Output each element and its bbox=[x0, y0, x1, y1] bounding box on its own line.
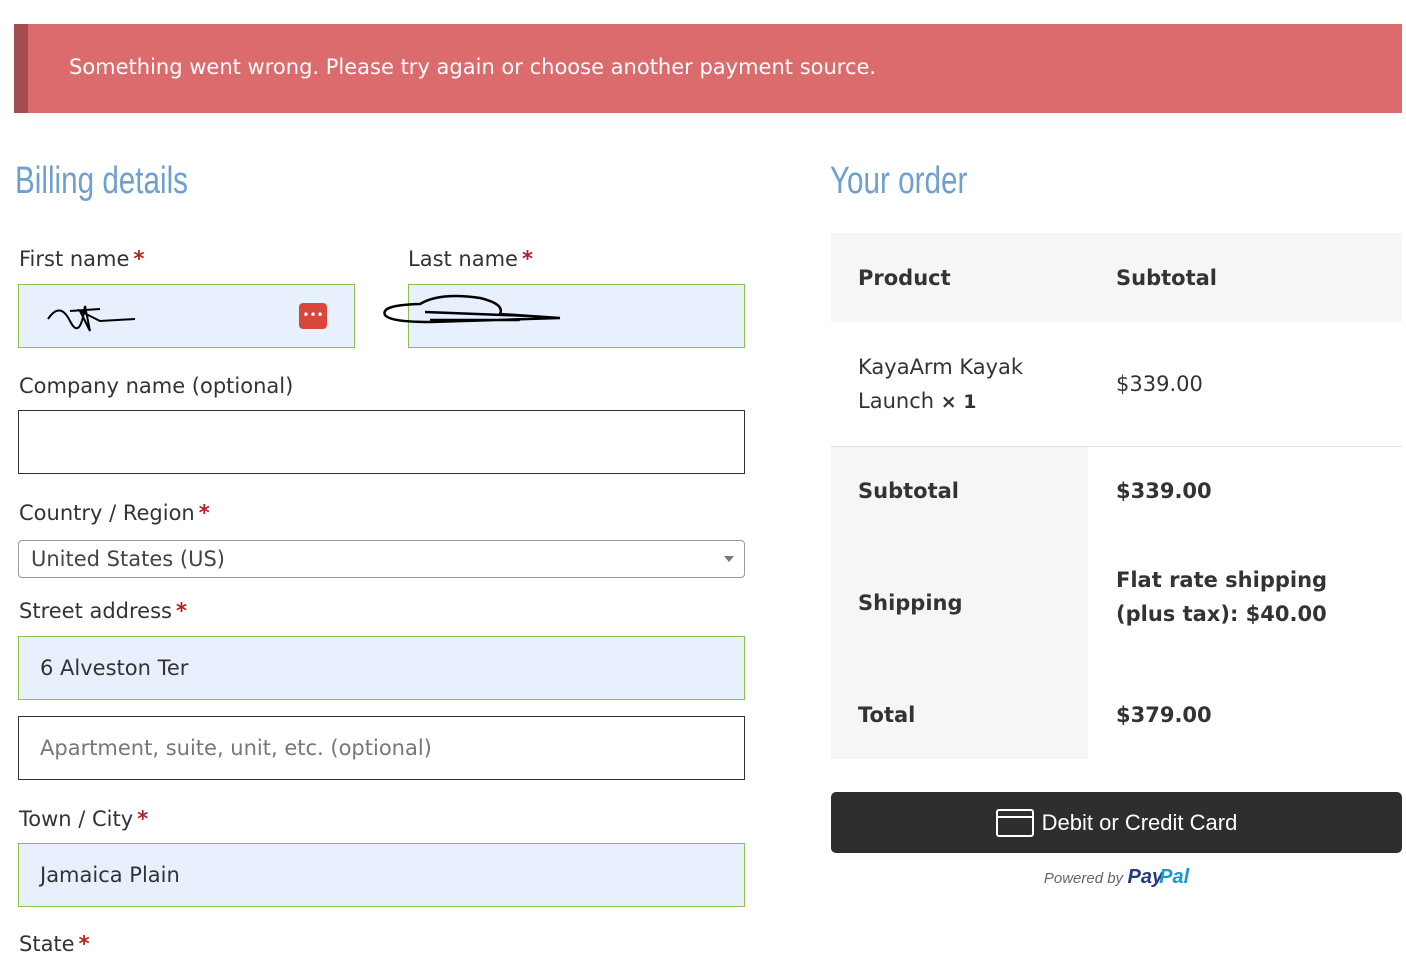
header-subtotal: Subtotal bbox=[1116, 266, 1217, 290]
billing-title: Billing details bbox=[15, 160, 189, 202]
redaction-scribble bbox=[47, 305, 136, 332]
city-input[interactable]: Jamaica Plain bbox=[18, 843, 745, 907]
item-price: $339.00 bbox=[1116, 372, 1203, 396]
redaction-scribble bbox=[383, 294, 561, 324]
apartment-input[interactable]: Apartment, suite, unit, etc. (optional) bbox=[18, 716, 745, 780]
company-label: Company name (optional) bbox=[19, 374, 294, 398]
notice-stripe bbox=[14, 24, 28, 113]
first-name-label: First name * bbox=[19, 247, 145, 271]
order-title: Your order bbox=[830, 160, 968, 202]
order-table: Product Subtotal KayaArm Kayak Launch × … bbox=[831, 233, 1402, 759]
header-product: Product bbox=[858, 266, 951, 290]
country-label: Country / Region * bbox=[19, 501, 210, 525]
last-name-input[interactable] bbox=[408, 284, 745, 348]
state-label: State * bbox=[19, 932, 90, 956]
country-select[interactable]: United States (US) bbox=[18, 540, 745, 578]
total-value: $379.00 bbox=[1116, 703, 1212, 727]
street-label: Street address * bbox=[19, 599, 187, 623]
country-value: United States (US) bbox=[31, 547, 225, 571]
password-manager-icon[interactable]: ••• bbox=[299, 303, 327, 329]
street-input[interactable]: 6 Alveston Ter bbox=[18, 636, 745, 700]
item-name: KayaArm Kayak Launch × 1 bbox=[858, 355, 1024, 413]
last-name-label: Last name * bbox=[408, 247, 533, 271]
error-message: Something went wrong. Please try again o… bbox=[69, 55, 877, 79]
powered-by-paypal: Powered by PayPal bbox=[1043, 866, 1190, 888]
first-name-input[interactable]: ••• bbox=[18, 284, 355, 348]
chevron-down-icon bbox=[724, 556, 734, 567]
credit-card-icon bbox=[995, 808, 1034, 837]
button-label: Debit or Credit Card bbox=[1041, 809, 1238, 835]
error-notice: Something went wrong. Please try again o… bbox=[14, 24, 1402, 113]
debit-credit-card-button[interactable]: Debit or Credit Card bbox=[831, 792, 1402, 853]
company-input[interactable] bbox=[18, 410, 745, 474]
subtotal-label: Subtotal bbox=[858, 479, 959, 503]
shipping-value: Flat rate shipping (plus tax): $40.00 bbox=[1116, 568, 1328, 626]
total-label: Total bbox=[858, 703, 916, 727]
shipping-label: Shipping bbox=[858, 591, 963, 615]
subtotal-value: $339.00 bbox=[1116, 479, 1212, 503]
city-label: Town / City * bbox=[19, 807, 149, 831]
